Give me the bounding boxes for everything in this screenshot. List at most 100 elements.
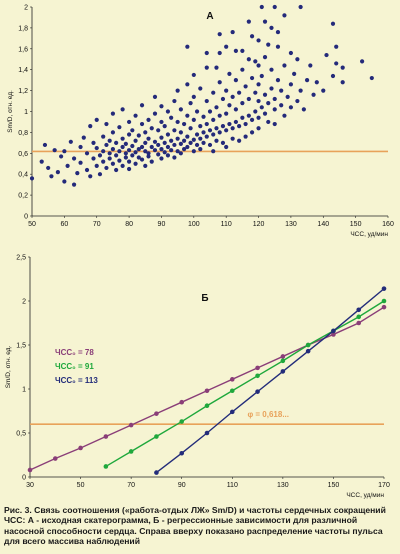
- chart-a-point: [211, 117, 216, 122]
- chart-b-y-tick-label: 0: [22, 475, 26, 482]
- chart-b-title: Б: [201, 293, 208, 304]
- chart-a-point: [240, 48, 245, 53]
- chart-a-y-tick-label: 1,8: [18, 25, 28, 32]
- chart-a-point: [224, 144, 229, 150]
- chart-a-point: [340, 65, 345, 70]
- chart-a-point: [143, 163, 148, 168]
- chart-a-y-tick-label: 1,6: [18, 46, 28, 53]
- chart-a-point: [360, 59, 365, 64]
- chart-a-point: [175, 136, 180, 141]
- chart-a-point: [29, 176, 35, 181]
- chart-a-title: А: [206, 11, 213, 22]
- chart-b-series-point: [103, 464, 109, 469]
- chart-a-point: [311, 92, 316, 97]
- chart-a-point: [159, 119, 164, 125]
- chart-a-point: [120, 144, 125, 150]
- chart-a-point: [275, 44, 281, 49]
- chart-a-point: [249, 117, 255, 122]
- chart-b-series-point: [381, 304, 387, 310]
- chart-a-point: [194, 132, 200, 137]
- chart-a-x-axis-label: ЧСС, уд/мин: [350, 231, 388, 238]
- chart-a-point: [191, 117, 196, 122]
- chart-a-point: [159, 104, 164, 109]
- chart-a-point: [220, 96, 226, 102]
- chart-a-point: [175, 149, 180, 154]
- chart-a-point: [94, 163, 99, 168]
- chart-a-point: [117, 158, 122, 163]
- chart-a-point: [207, 109, 213, 114]
- chart-a-point: [78, 144, 83, 150]
- chart-a-point: [156, 152, 161, 157]
- chart-a-point: [107, 156, 112, 161]
- chart-a-point: [227, 71, 232, 76]
- chart-a-point: [110, 130, 116, 135]
- chart-b-series-point: [179, 399, 185, 405]
- chart-a-point: [214, 138, 219, 143]
- chart-a-point: [152, 139, 158, 144]
- chart-a-point: [146, 136, 151, 141]
- chart-a-point: [253, 109, 258, 114]
- chart-a-point: [246, 113, 251, 118]
- chart-b-series-point: [331, 332, 336, 337]
- chart-a-point: [146, 154, 151, 159]
- chart-a-point: [288, 105, 294, 110]
- chart-a-point: [314, 80, 319, 85]
- chart-a-point: [262, 92, 268, 97]
- chart-a-point: [126, 148, 132, 153]
- chart-a-point: [178, 141, 183, 146]
- chart-a-point: [136, 155, 141, 160]
- chart-a-y-tick-label: 0,4: [18, 172, 28, 179]
- chart-a-point: [204, 65, 209, 70]
- chart-b-panel: 30 50 70 90 110 130 150 170 0 0,5 1 1,5 2 2,5 ЧСС, уд/…: [0, 243, 400, 501]
- chart-a-point: [224, 128, 229, 133]
- chart-a-point: [298, 4, 303, 10]
- chart-b-x-tick-label: 170: [378, 482, 390, 489]
- chart-a-point: [246, 19, 251, 24]
- chart-a-point: [217, 130, 222, 135]
- chart-a-point: [198, 136, 203, 141]
- chart-a-point: [126, 132, 132, 137]
- chart-a-point: [139, 103, 145, 108]
- chart-b-x-axis-label: ЧСС, уд/мин: [346, 492, 384, 499]
- chart-a-point: [162, 150, 167, 155]
- chart-a-point: [321, 88, 326, 93]
- chart-a-point: [156, 142, 161, 148]
- chart-a-x-tick-label: 140: [317, 221, 329, 228]
- chart-b-series-point: [128, 422, 134, 428]
- chart-a-point: [49, 174, 54, 179]
- chart-a-point: [334, 61, 339, 66]
- chart-a-x-tick-label: 70: [93, 221, 101, 228]
- chart-a-point: [123, 151, 128, 156]
- chart-a-point: [217, 113, 222, 118]
- chart-b-legend-label: ЧСС₀ = 91: [55, 362, 94, 371]
- chart-b-series-point: [356, 307, 362, 313]
- chart-b-series-point: [103, 434, 109, 439]
- chart-a-point: [272, 4, 277, 10]
- chart-a-point: [143, 130, 148, 135]
- chart-a-point: [224, 111, 229, 116]
- chart-b-series-point: [381, 286, 387, 291]
- chart-a-point: [298, 88, 303, 93]
- chart-a-point: [169, 138, 174, 143]
- chart-b-series-point: [229, 388, 235, 394]
- chart-a-point: [81, 135, 86, 140]
- chart-a-point: [282, 13, 287, 18]
- chart-a-point: [133, 138, 138, 143]
- chart-b-series-point: [255, 365, 260, 371]
- chart-a-point: [39, 159, 44, 164]
- chart-a-point: [214, 65, 219, 70]
- chart-a-point: [240, 101, 245, 106]
- chart-a-point: [194, 142, 200, 148]
- chart-a-point: [172, 142, 177, 148]
- chart-a-point: [233, 48, 238, 53]
- chart-a-point: [227, 121, 232, 127]
- chart-a-point: [172, 155, 177, 160]
- chart-a-point: [230, 94, 235, 99]
- chart-a-point: [169, 115, 174, 120]
- chart-a-x-tick-label: 110: [221, 221, 232, 228]
- chart-a-point: [282, 63, 287, 68]
- chart-a-point: [224, 88, 229, 93]
- chart-a-point: [256, 38, 261, 43]
- chart-a-point: [185, 134, 190, 139]
